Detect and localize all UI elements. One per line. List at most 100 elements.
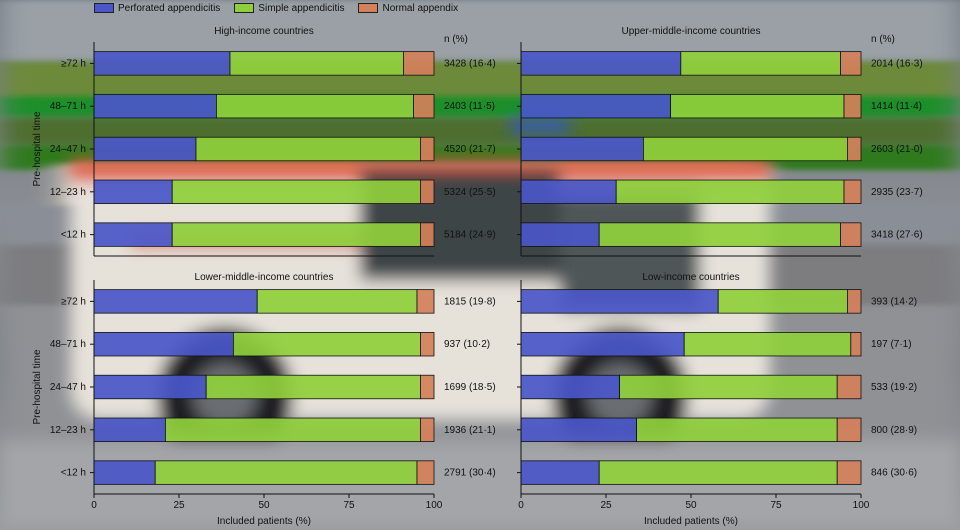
legend-swatch [358,3,379,13]
y-tick-label: ≥72 h [61,58,86,69]
bar-segment [232,332,421,357]
bar-segment [402,51,435,76]
bar-segment [520,136,644,162]
n-label: 800 (28·9) [871,425,917,436]
y-tick-label: 24–47 h [50,144,86,155]
bar-segment [256,289,418,314]
n-label: 533 (19·2) [871,382,917,393]
bar-segment [683,332,852,357]
bar-segment [195,136,421,162]
bar-segment [843,179,862,204]
bar-segment [520,94,672,119]
legend-label: Normal appendix [382,2,459,14]
panel-title: Low-income countries [642,272,739,283]
bar-segment [520,179,617,204]
x-tick-label: 100 [426,500,443,511]
bar-segment [419,222,435,247]
n-label: 937 (10·2) [444,339,490,350]
n-label: 1936 (21·1) [444,425,496,436]
bar-segment [229,51,404,76]
bar-segment [215,94,414,119]
y-tick-label: 24–47 h [50,382,86,393]
y-tick-label: 12–23 h [50,425,86,436]
bar-segment [205,374,421,400]
legend: Perforated appendicitis Simple appendicit… [94,1,458,15]
legend-label: Simple appendicitis [258,2,345,14]
bar-segment [520,374,620,400]
bar-segment [680,51,841,76]
bar-segment [850,332,862,357]
n-label: 2603 (21·0) [871,144,923,155]
n-label: 3428 (16·4) [444,58,496,69]
bar-segment [93,374,207,400]
bar-segment [520,332,685,357]
x-tick-label: 100 [853,500,870,511]
n-label: 1699 (18·5) [444,382,496,393]
bar-segment [836,417,862,442]
x-axis-title: Included patients (%) [644,516,738,527]
bar-segment [93,460,156,485]
x-tick-label: 75 [343,500,355,511]
bar-segment [843,94,862,119]
panel-title: Upper-middle-income countries [622,26,761,37]
bar-segment [93,417,166,442]
n-label: 2403 (11·5) [444,101,495,112]
n-label: 1414 (11·4) [871,101,922,112]
legend-item: Normal appendix [358,3,458,14]
y-tick-label: 12–23 h [50,187,86,198]
n-label: 2791 (30·4) [444,468,496,479]
bar-segment [847,136,862,162]
bar-segment [598,222,842,247]
bar-segment [419,417,435,442]
bar-segment [154,460,418,485]
bar-segment [93,94,217,119]
n-header: n (%) [444,34,468,45]
bar-segment [419,179,435,204]
y-tick-label: <12 h [61,230,86,241]
bar-segment [615,179,845,204]
legend-swatch [94,3,114,13]
bar-segment [164,417,421,442]
n-label: 5184 (24·9) [444,230,496,241]
bar-segment [598,460,838,485]
y-tick-label: ≥72 h [61,296,86,307]
n-label: 393 (14·2) [871,296,917,307]
legend-item: Perforated appendicitis [94,3,220,14]
bar-segment [93,222,173,247]
n-label: 2935 (23·7) [871,187,923,198]
n-label: 846 (30·6) [871,468,917,479]
bar-segment [93,51,231,76]
y-axis-title: Pre-hospital time [32,349,43,424]
bar-segment [419,374,435,400]
x-tick-label: 50 [258,500,270,511]
x-tick-label: 50 [685,500,697,511]
bar-segment [520,222,600,247]
bar-segment [93,136,197,162]
bar-segment [520,460,600,485]
n-label: 4520 (21·7) [444,144,496,155]
bar-segment [419,136,435,162]
x-tick-label: 25 [600,500,612,511]
x-tick-label: 25 [173,500,185,511]
bar-segment [93,289,258,314]
x-tick-label: 0 [518,500,524,511]
legend-swatch [234,3,255,13]
legend-label: Perforated appendicitis [118,2,221,14]
bar-segment [520,289,719,314]
x-tick-label: 0 [91,500,97,511]
bar-segment [520,51,682,76]
bar-segment [93,332,234,357]
n-header: n (%) [871,34,895,45]
panel-title: Lower-middle-income countries [195,272,334,283]
x-axis-title: Included patients (%) [217,516,311,527]
bar-segment [416,289,435,314]
bar-segment [171,179,421,204]
n-label: 197 (7·1) [871,339,912,350]
bar-segment [670,94,845,119]
bar-segment [840,222,862,247]
bar-segment [93,179,173,204]
bar-segment [171,222,421,247]
legend-item: Simple appendicitis [234,3,344,14]
bar-segment [636,417,838,442]
